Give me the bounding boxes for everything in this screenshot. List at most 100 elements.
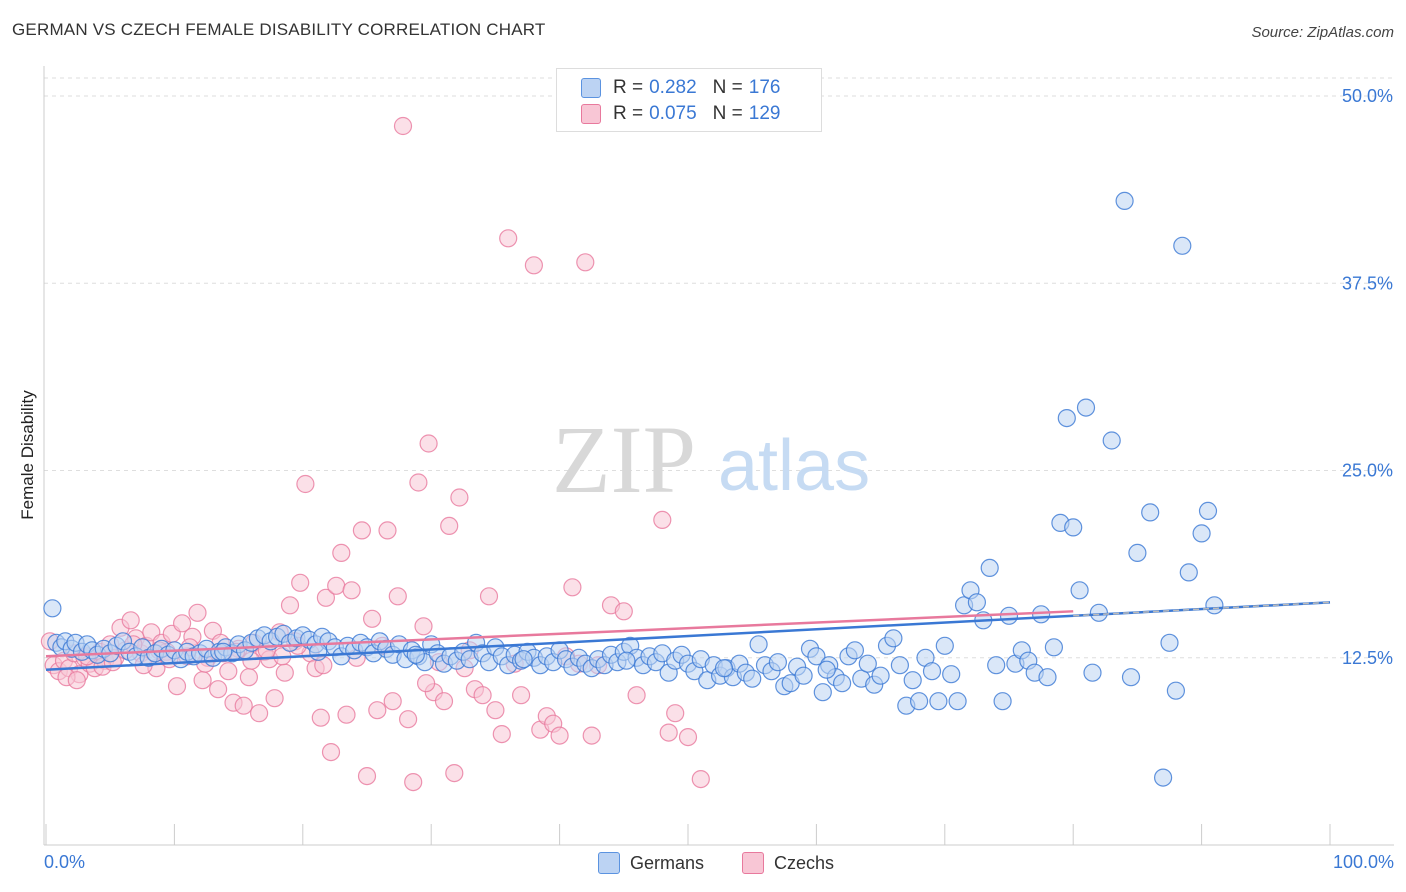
y-tick-label: 37.5%	[1342, 273, 1393, 293]
german-point	[1064, 518, 1083, 537]
german-point	[1198, 501, 1218, 520]
german-point	[1076, 398, 1096, 417]
czech-point	[666, 704, 685, 723]
czech-point	[363, 609, 382, 628]
german-point	[890, 656, 910, 675]
legend-item-czechs[interactable]: Czechs	[742, 852, 834, 874]
german-point	[43, 599, 62, 618]
german-point	[922, 662, 942, 681]
german-point	[714, 659, 734, 678]
german-point	[935, 636, 954, 655]
german-point	[1141, 503, 1160, 522]
german-point	[1115, 191, 1134, 210]
czech-point	[296, 474, 315, 494]
czech-point	[614, 602, 633, 621]
czech-point	[486, 701, 505, 720]
czech-point	[332, 543, 351, 563]
watermark-zip: ZIP	[552, 406, 696, 513]
legend-swatch-germans	[581, 78, 601, 98]
watermark-atlas: atlas	[718, 426, 870, 506]
german-point	[1179, 563, 1198, 582]
czech-point	[321, 742, 341, 762]
czech-point	[417, 674, 436, 693]
czech-point	[582, 726, 601, 745]
german-trend-line-extension	[1073, 601, 1331, 617]
legend-r-value-czechs: 0.075	[649, 103, 697, 124]
czech-point	[409, 473, 428, 492]
german-point	[999, 606, 1019, 625]
legend-label-czechs: Czechs	[774, 852, 835, 873]
czech-point	[440, 516, 459, 536]
german-point	[884, 629, 903, 648]
y-tick-labels: 12.5% 25.0% 37.5% 50.0%	[1342, 86, 1393, 668]
czech-point	[678, 727, 698, 747]
czech-point	[67, 671, 86, 690]
czech-point	[316, 588, 335, 607]
german-point	[845, 641, 865, 660]
czech-point	[291, 573, 310, 592]
czech-point	[653, 510, 672, 530]
czech-point	[419, 434, 438, 453]
czech-point	[209, 680, 228, 699]
czech-point	[337, 705, 356, 724]
legend-n-label: N =	[712, 77, 743, 98]
german-point	[514, 650, 533, 669]
czech-point	[550, 726, 569, 745]
german-point	[1057, 409, 1076, 428]
czech-point	[280, 596, 300, 615]
german-point	[1083, 663, 1102, 682]
german-point	[768, 653, 788, 672]
legend-item-germans[interactable]: Germans	[598, 852, 704, 874]
czech-point	[473, 686, 492, 705]
data-points	[40, 116, 1224, 792]
legend-n-label: N =	[712, 103, 743, 124]
czech-point	[445, 763, 464, 783]
legend-row-germans: R = 0.282 N = 176	[581, 77, 786, 99]
german-point	[1070, 581, 1089, 600]
legend-n-value-czechs: 129	[748, 103, 781, 124]
czech-point	[167, 677, 187, 696]
y-tick-label: 50.0%	[1342, 86, 1393, 106]
german-point	[993, 692, 1012, 711]
german-point	[909, 692, 929, 711]
german-point	[1166, 681, 1186, 700]
german-point	[871, 666, 890, 685]
czech-point	[414, 617, 433, 636]
legend-swatch-czechs	[742, 852, 764, 874]
czech-point	[576, 253, 595, 272]
czech-point	[511, 686, 531, 705]
german-point	[743, 669, 762, 688]
german-point	[967, 593, 987, 612]
correlation-legend: R = 0.282 N = 176 R = 0.075 N = 129	[556, 68, 822, 132]
czech-point	[275, 663, 294, 682]
chart-title: GERMAN VS CZECH FEMALE DISABILITY CORREL…	[12, 20, 546, 39]
czech-point	[563, 578, 582, 597]
czech-point	[327, 576, 346, 595]
czech-point	[434, 692, 454, 711]
german-point	[1128, 543, 1147, 563]
legend-swatch-germans	[598, 852, 620, 874]
czech-point	[499, 229, 518, 248]
german-point	[1160, 633, 1179, 652]
czech-point	[173, 614, 192, 633]
axes	[43, 66, 1394, 846]
czech-point	[479, 587, 499, 606]
german-point	[948, 692, 967, 711]
german-point	[807, 647, 826, 666]
czech-trend-line	[45, 610, 1074, 658]
czech-point	[121, 611, 140, 630]
y-tick-label: 25.0%	[1342, 461, 1393, 481]
german-point	[1121, 668, 1141, 687]
german-point	[929, 692, 948, 711]
german-point	[858, 654, 877, 673]
czech-point	[378, 521, 397, 540]
legend-r-value-germans: 0.282	[649, 77, 697, 98]
czech-point	[388, 587, 407, 606]
german-point	[817, 660, 836, 679]
czech-point	[393, 116, 413, 136]
german-point	[1031, 605, 1051, 624]
legend-row-czechs: R = 0.075 N = 129	[581, 103, 786, 125]
czech-point	[250, 704, 269, 723]
german-point	[214, 642, 233, 661]
czech-point	[234, 696, 253, 715]
